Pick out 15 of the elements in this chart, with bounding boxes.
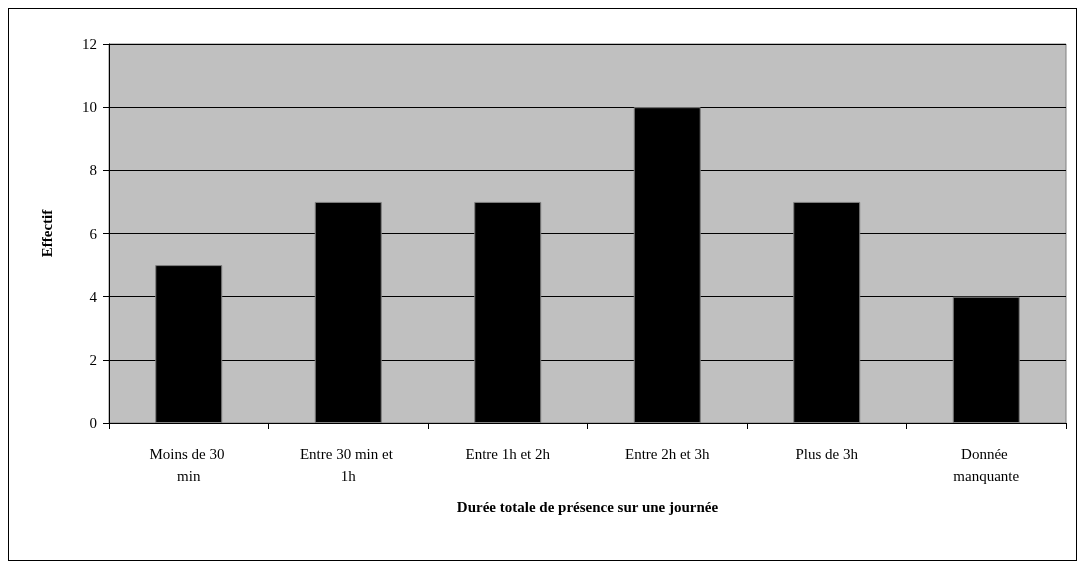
- y-tick-label: 10: [82, 99, 97, 116]
- x-tick-label: Entre 30 min et 1h: [299, 446, 397, 484]
- x-tick-label: Entre 1h et 2h: [465, 446, 551, 462]
- x-tick-label: Moins de 30 min: [149, 446, 229, 484]
- x-tick-label: Entre 2h et 3h: [624, 446, 711, 462]
- y-tick-label: 2: [89, 351, 97, 368]
- x-axis-title: Durée totale de présence sur une journée: [456, 498, 719, 515]
- y-tick-label: 12: [82, 36, 97, 52]
- x-tick-label: Plus de 3h: [795, 446, 859, 462]
- y-tick-label: 0: [89, 415, 97, 431]
- y-tick-label: 4: [89, 288, 98, 305]
- y-tick-label: 8: [89, 162, 97, 179]
- y-tick-label: 6: [89, 225, 98, 242]
- y-axis-title: Effectif: [38, 208, 55, 258]
- x-tick-label: Donnée manquante: [953, 446, 1020, 484]
